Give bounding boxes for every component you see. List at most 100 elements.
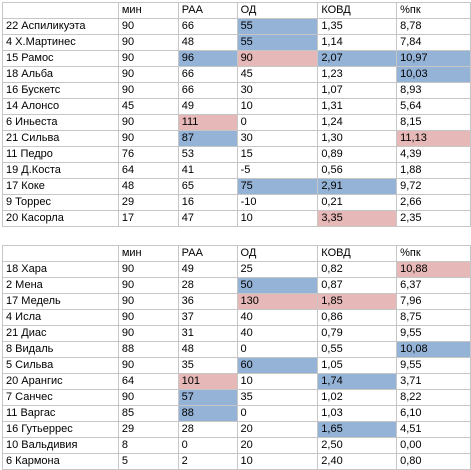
cell-minutes: 90 [117,389,179,406]
cell-od: 45 [236,66,319,83]
header-cell-pk-percent: %пк [396,245,471,262]
cell-minutes: 29 [117,421,179,438]
cell-raa: 87 [177,130,238,147]
cell-minutes: 90 [117,82,179,99]
header-cell-od: ОД [236,2,319,19]
cell-od: 25 [236,261,319,278]
header-cell-minutes: мин [117,245,179,262]
cell-player: 4 Х.Мартинес [2,34,119,51]
cell-od: 90 [236,50,319,67]
cell-player: 22 Аспиликуэта [2,18,119,35]
cell-od: -5 [236,162,319,179]
cell-minutes: 90 [117,277,179,294]
cell-raa: 53 [177,146,238,163]
table-row: 6 Кармона 5 2 10 2,40 0,80 [2,453,471,470]
cell-player: 19 Д.Коста [2,162,119,179]
cell-kovd: 1,30 [317,130,398,147]
cell-od: 30 [236,82,319,99]
cell-od: 60 [236,357,319,374]
cell-player: 9 Торрес [2,194,119,211]
table-row: 14 Алонсо 45 49 10 1,31 5,64 [2,98,471,115]
cell-pk-percent: 9,55 [396,325,471,342]
header-cell-raa: РАА [177,245,238,262]
cell-player: 11 Педро [2,146,119,163]
cell-od: 50 [236,277,319,294]
cell-kovd: 2,50 [317,437,398,454]
cell-player: 2 Мена [2,277,119,294]
table-row: 17 Коке 48 65 75 2,91 9,72 [2,178,471,195]
cell-raa: 66 [177,82,238,99]
cell-kovd: 1,23 [317,66,398,83]
cell-od: 20 [236,421,319,438]
table-row: 11 Варгас 85 88 0 1,03 6,10 [2,405,471,422]
stats-table-2: мин РАА ОД КОВД %пк 18 Хара 90 49 25 0,82 10,88 2 М… [2,245,471,470]
cell-kovd: 0,89 [317,146,398,163]
cell-kovd: 0,79 [317,325,398,342]
cell-raa: 57 [177,389,238,406]
cell-player: 11 Варгас [2,405,119,422]
cell-kovd: 1,24 [317,114,398,131]
cell-pk-percent: 7,96 [396,293,471,310]
cell-kovd: 3,35 [317,210,398,227]
cell-raa: 49 [177,261,238,278]
header-cell-kovd: КОВД [317,245,398,262]
cell-minutes: 90 [117,66,179,83]
cell-kovd: 0,55 [317,341,398,358]
cell-kovd: 1,31 [317,98,398,115]
cell-raa: 2 [177,453,238,470]
table-row: 15 Рамос 90 96 90 2,07 10,97 [2,50,471,67]
cell-pk-percent: 8,93 [396,82,471,99]
cell-od: 40 [236,325,319,342]
cell-od: 10 [236,373,319,390]
cell-pk-percent: 8,78 [396,18,471,35]
cell-minutes: 90 [117,261,179,278]
cell-player: 20 Арангис [2,373,119,390]
cell-pk-percent: 8,15 [396,114,471,131]
cell-minutes: 17 [117,210,179,227]
cell-od: 20 [236,437,319,454]
table-row: 16 Бускетс 90 66 30 1,07 8,93 [2,82,471,99]
cell-player: 8 Видаль [2,341,119,358]
cell-raa: 0 [177,437,238,454]
cell-player: 14 Алонсо [2,98,119,115]
cell-raa: 48 [177,34,238,51]
cell-minutes: 85 [117,405,179,422]
cell-pk-percent: 2,66 [396,194,471,211]
cell-player: 20 Касорла [2,210,119,227]
cell-kovd: 1,85 [317,293,398,310]
header-cell-player [2,2,119,19]
table-row: 17 Медель 90 36 130 1,85 7,96 [2,293,471,310]
cell-od: 30 [236,130,319,147]
cell-minutes: 88 [117,341,179,358]
header-cell-pk-percent: %пк [396,2,471,19]
table-row: 20 Арангис 64 101 10 1,74 3,71 [2,373,471,390]
header-row: мин РАА ОД КОВД %пк [2,2,471,19]
table-row: 9 Торрес 29 16 -10 0,21 2,66 [2,194,471,211]
cell-od: 0 [236,405,319,422]
cell-raa: 47 [177,210,238,227]
cell-od: 130 [236,293,319,310]
header-cell-player [2,245,119,262]
cell-od: 10 [236,453,319,470]
cell-minutes: 29 [117,194,179,211]
cell-pk-percent: 3,71 [396,373,471,390]
cell-minutes: 45 [117,98,179,115]
cell-raa: 48 [177,341,238,358]
cell-raa: 28 [177,421,238,438]
table-row: 19 Д.Коста 64 41 -5 0,56 1,88 [2,162,471,179]
cell-pk-percent: 9,72 [396,178,471,195]
table-row: 4 Исла 90 37 40 0,86 8,75 [2,309,471,326]
cell-kovd: 2,07 [317,50,398,67]
cell-pk-percent: 6,10 [396,405,471,422]
cell-kovd: 0,82 [317,261,398,278]
cell-kovd: 0,21 [317,194,398,211]
cell-od: 40 [236,309,319,326]
table-row: 8 Видаль 88 48 0 0,55 10,08 [2,341,471,358]
cell-kovd: 1,35 [317,18,398,35]
cell-minutes: 90 [117,293,179,310]
table-row: 4 Х.Мартинес 90 48 55 1,14 7,84 [2,34,471,51]
cell-raa: 49 [177,98,238,115]
table-row: 20 Касорла 17 47 10 3,35 2,35 [2,210,471,227]
cell-raa: 28 [177,277,238,294]
cell-raa: 111 [177,114,238,131]
